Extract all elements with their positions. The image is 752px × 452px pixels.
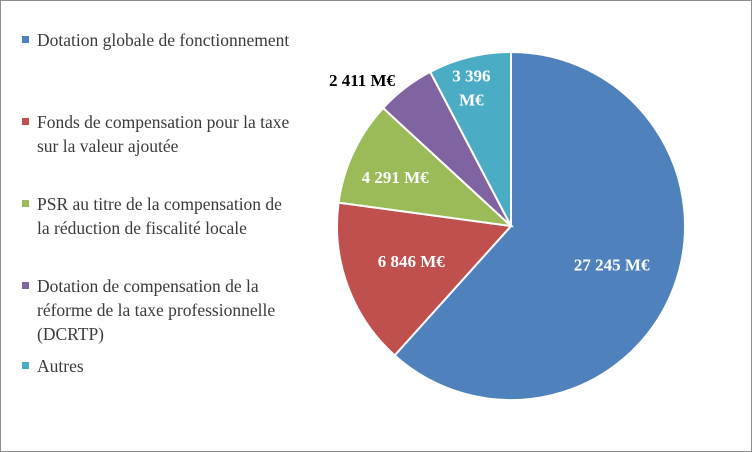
data-label-psr: 4 291 M€ xyxy=(362,168,430,187)
pie-slice-fctva xyxy=(336,201,514,357)
data-label-dcrtp: 2 411 M€ xyxy=(329,71,396,90)
legend-entry-autres: Autres xyxy=(22,354,292,378)
legend-entry-fctva: Fonds de compensation pour la taxe sur l… xyxy=(22,110,292,158)
legend-label-psr: PSR au titre de la compensation de la ré… xyxy=(37,194,282,238)
data-label-autres: 3 396 M€ xyxy=(452,67,490,110)
data-label-fctva: 6 846 M€ xyxy=(378,252,446,271)
legend-swatch-psr xyxy=(22,200,29,207)
legend-entry-psr: PSR au titre de la compensation de la ré… xyxy=(22,192,292,240)
pie-slice-psr xyxy=(337,106,515,228)
legend-label-dcrtp: Dotation de compensation de la réforme d… xyxy=(37,276,276,344)
legend-label-autres: Autres xyxy=(37,356,84,376)
legend-entry-dcrtp: Dotation de compensation de la réforme d… xyxy=(22,274,292,346)
pie-slice-dgf xyxy=(393,50,686,401)
legend-label-dgf: Dotation globale de fonctionnement xyxy=(37,30,290,50)
legend-swatch-dcrtp xyxy=(22,282,29,289)
legend-entry-dgf: Dotation globale de fonctionnement xyxy=(22,28,292,52)
legend-swatch-autres xyxy=(22,362,29,369)
legend-swatch-fctva xyxy=(22,118,29,125)
data-label-dgf: 27 245 M€ xyxy=(574,256,650,275)
legend-swatch-dgf xyxy=(22,36,29,43)
pie-slice-autres xyxy=(428,50,512,227)
legend-label-fctva: Fonds de compensation pour la taxe sur l… xyxy=(37,112,290,156)
